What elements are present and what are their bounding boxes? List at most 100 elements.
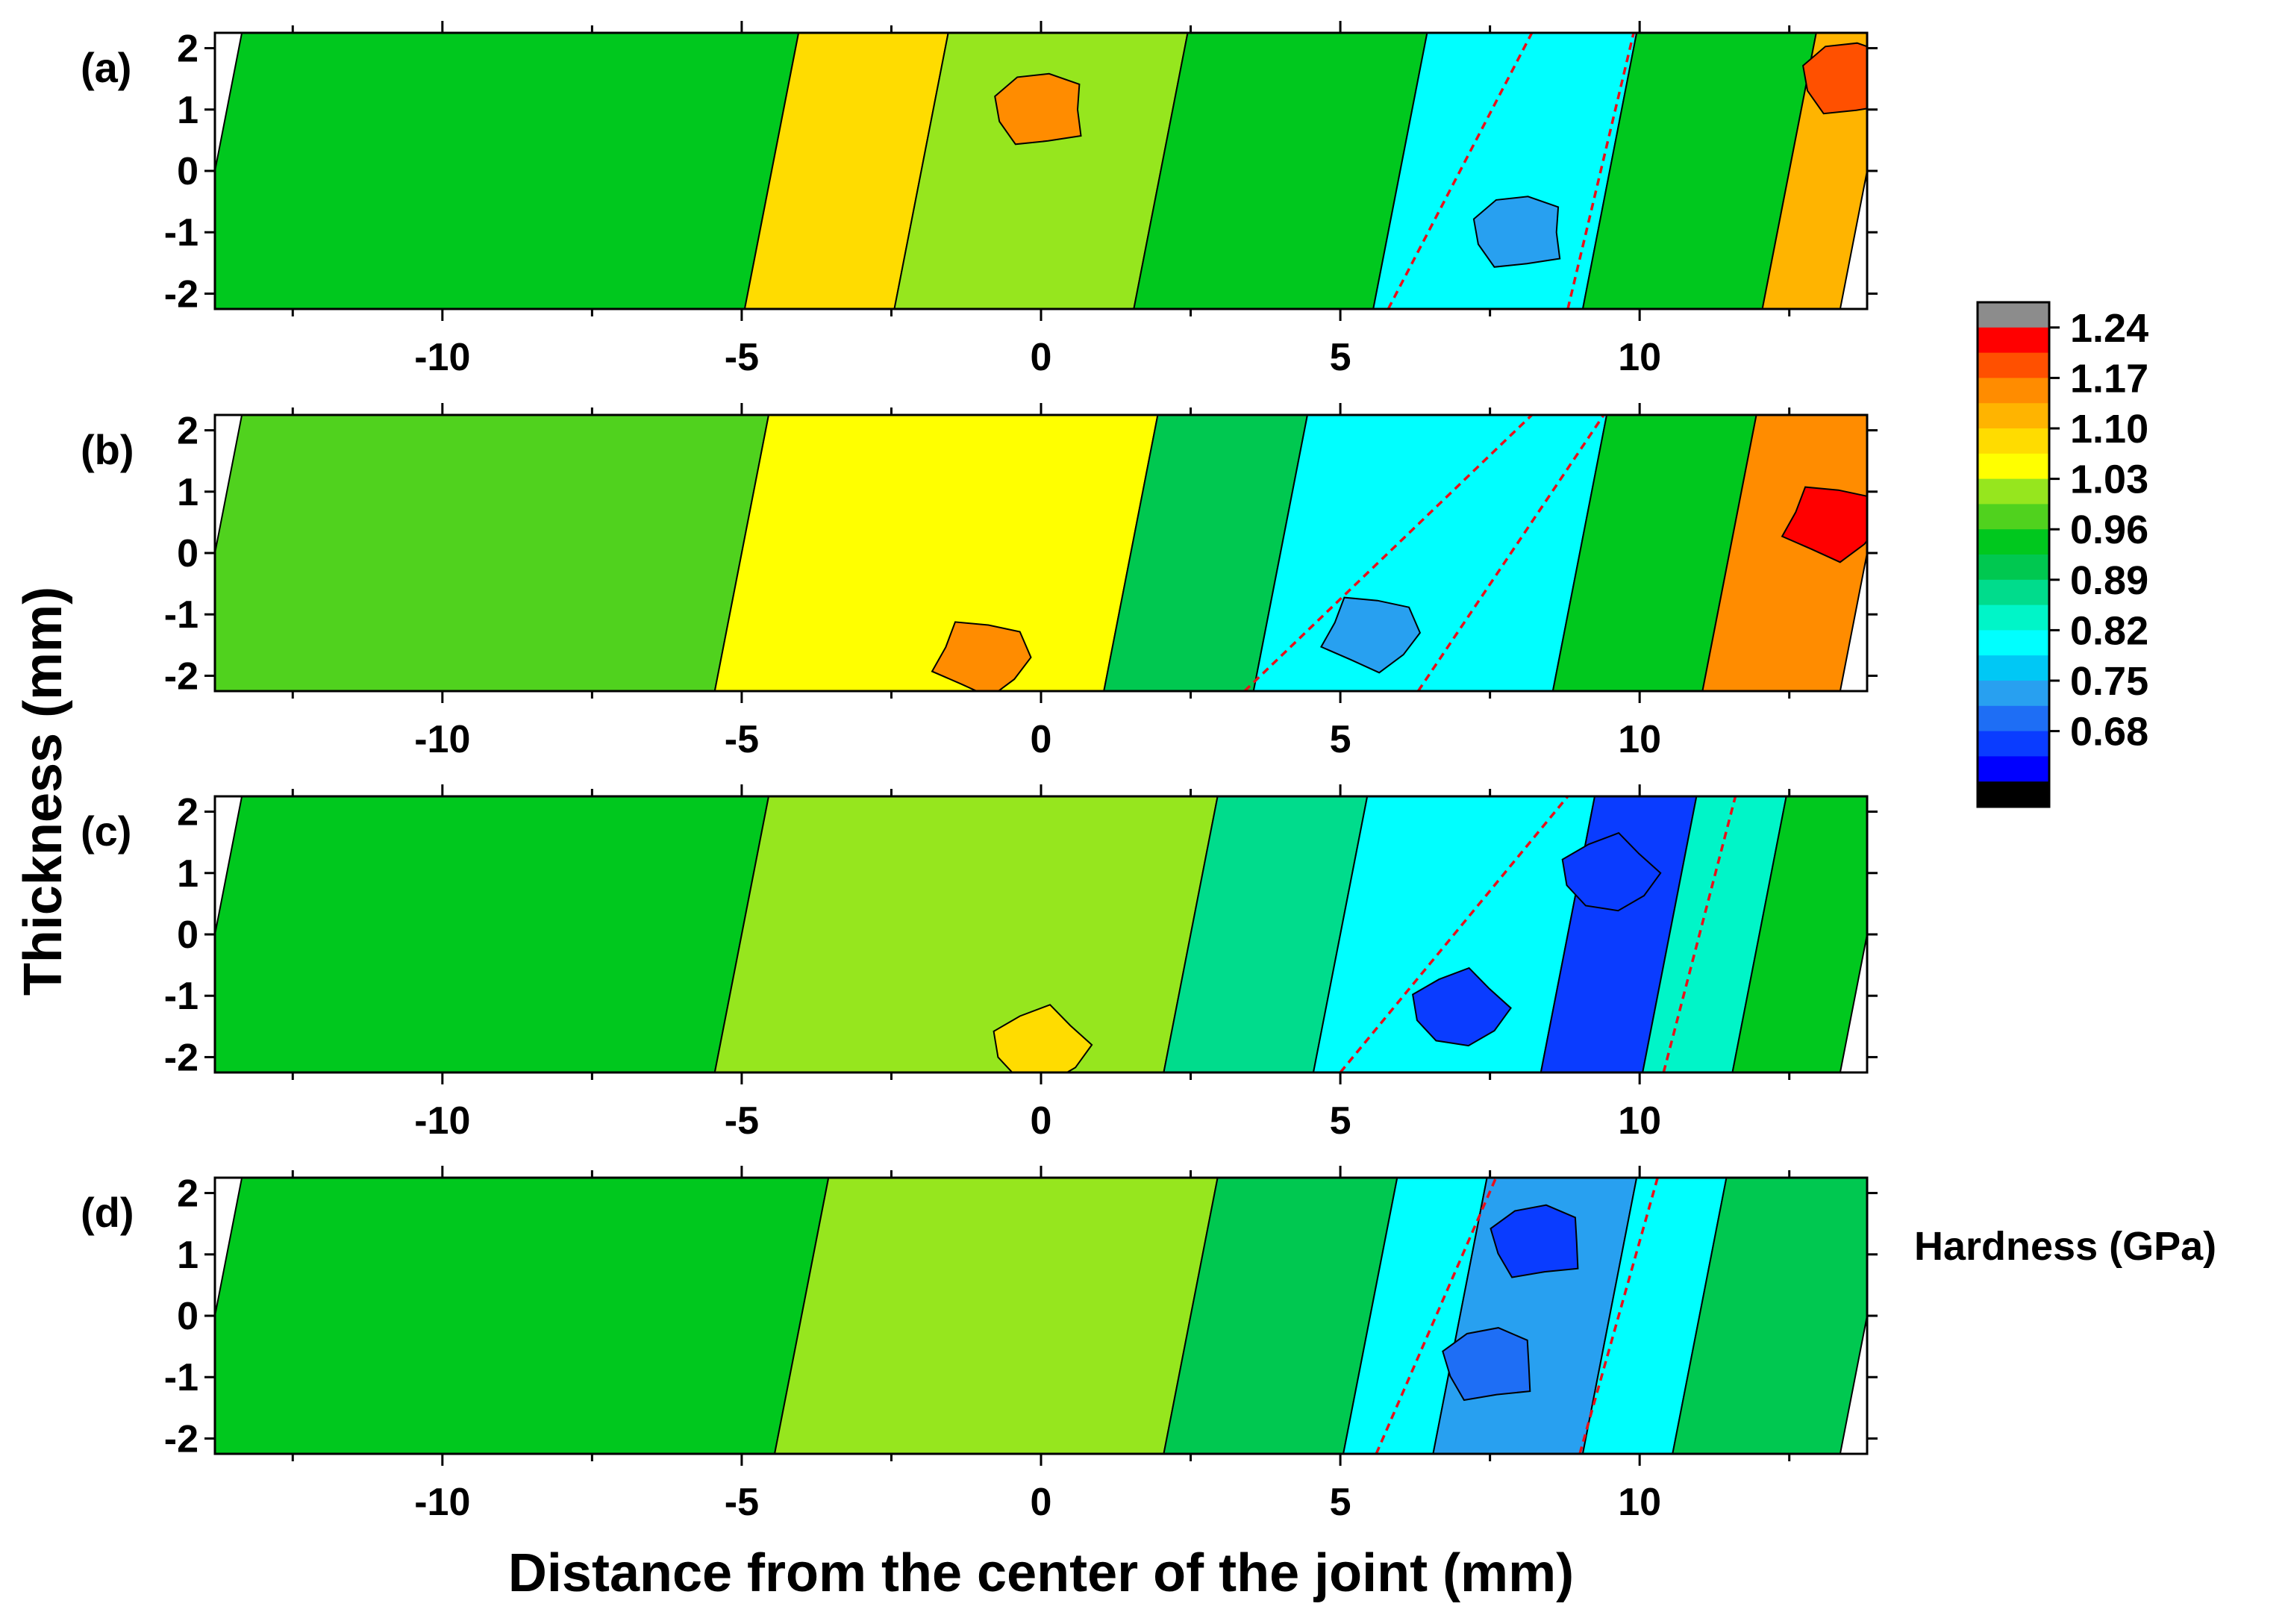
- hardness-zone: [1163, 796, 1369, 1072]
- colorbar-tick-label: 1.24: [2070, 306, 2148, 351]
- boundary-dashed-line: [1387, 33, 1534, 309]
- boundary-dashed-line: [1662, 796, 1737, 1072]
- boundary-dashed-line: [1339, 796, 1569, 1072]
- x-tick-label: 5: [1330, 718, 1351, 761]
- x-tick-label: -5: [725, 1481, 759, 1524]
- hardness-zone: [1252, 415, 1608, 691]
- boundary-dashed-line: [1566, 33, 1635, 309]
- boundary-dashed-line: [1416, 415, 1605, 691]
- hardness-patch: [931, 621, 1032, 691]
- y-tick-label: 1: [177, 852, 199, 896]
- y-tick-label: 1: [177, 89, 199, 132]
- hardness-zone: [713, 796, 1219, 1072]
- hardness-zone: [713, 415, 1159, 691]
- colorbar-swatch: [1978, 555, 2049, 581]
- hardness-zone: [215, 1178, 830, 1454]
- colorbar-swatch: [1978, 655, 2049, 681]
- hardness-zone: [1672, 1178, 1867, 1454]
- hardness-patch: [1802, 42, 1867, 115]
- hardness-patch: [993, 1004, 1093, 1072]
- hardness-patch: [1442, 1327, 1531, 1402]
- y-tick-label: -2: [164, 272, 199, 316]
- colorbar-swatch: [1978, 529, 2049, 555]
- x-tick-label: 10: [1618, 718, 1661, 761]
- panel-label: (d): [81, 1189, 134, 1236]
- hardness-zone: [215, 415, 770, 691]
- colorbar-tick-label: 0.68: [2070, 710, 2148, 755]
- hardness-patch: [1411, 966, 1512, 1047]
- y-tick-label: 1: [177, 471, 199, 514]
- x-tick-label: 10: [1618, 1099, 1661, 1143]
- y-tick-label: 0: [177, 150, 199, 193]
- x-tick-label: 10: [1618, 336, 1661, 379]
- x-tick-label: 5: [1330, 1099, 1351, 1143]
- colorbar: 1.24 1.17 1.10 1.03 0.96 0.89 0.82 0.75 0.68: [1976, 301, 2148, 808]
- y-tick-label: -1: [164, 211, 199, 254]
- hardness-zone: [743, 33, 949, 309]
- panel-a: 210-1-2-10 -5 0 5 10(a): [81, 21, 1878, 379]
- y-tick-label: 2: [177, 1172, 199, 1216]
- boundary-dashed-line: [1578, 1178, 1659, 1454]
- panel-c: 210-1-2-10 -5 0 5 10(c): [81, 784, 1878, 1143]
- colorbar-tick-label: 1.03: [2070, 457, 2148, 502]
- colorbar-swatch: [1978, 705, 2049, 732]
- x-tick-label: 5: [1330, 1481, 1351, 1524]
- colorbar-tick-label: 1.10: [2070, 407, 2148, 452]
- y-tick-label: -1: [164, 593, 199, 637]
- y-tick-label: 2: [177, 791, 199, 834]
- hardness-zone: [1551, 415, 1757, 691]
- x-tick-label: 10: [1618, 1481, 1661, 1524]
- colorbar-frame: [1976, 301, 2051, 808]
- x-tick-label: -5: [725, 336, 759, 379]
- colorbar-swatch: [1978, 756, 2049, 782]
- x-tick-label: -10: [414, 1099, 470, 1143]
- y-tick-label: -2: [164, 1417, 199, 1461]
- panel-label: (a): [81, 44, 131, 91]
- colorbar-swatch: [1978, 403, 2049, 429]
- hardness-zone: [1163, 1178, 1398, 1454]
- y-tick-label: -1: [164, 975, 199, 1018]
- y-tick-label: -2: [164, 655, 199, 698]
- colorbar-swatch: [1978, 378, 2049, 404]
- colorbar-tick-label: 0.82: [2070, 608, 2148, 653]
- hardness-zone: [893, 33, 1189, 309]
- x-tick-label: -5: [725, 718, 759, 761]
- hardness-patch: [1561, 831, 1662, 912]
- y-tick-label: 2: [177, 410, 199, 453]
- x-tick-label: 0: [1031, 1099, 1052, 1143]
- x-tick-label: -10: [414, 718, 470, 761]
- hardness-zone: [1581, 1178, 1728, 1454]
- colorbar-swatch: [1978, 302, 2049, 328]
- contour-field: [215, 1178, 1867, 1454]
- hardness-patch: [1781, 486, 1867, 563]
- colorbar-swatch: [1978, 352, 2049, 378]
- colorbar-swatch: [1978, 630, 2049, 656]
- y-tick-label: 0: [177, 914, 199, 957]
- y-tick-label: 2: [177, 28, 199, 71]
- colorbar-tick-label: 0.89: [2070, 558, 2148, 603]
- hardness-zone: [1133, 33, 1428, 309]
- x-tick-label: 0: [1031, 718, 1052, 761]
- colorbar-tick-label: 0.75: [2070, 659, 2148, 704]
- y-tick-label: -2: [164, 1036, 199, 1079]
- hardness-patch: [1472, 196, 1561, 268]
- contour-field: [215, 33, 1867, 309]
- hardness-patch: [1319, 596, 1422, 674]
- colorbar-swatch: [1978, 579, 2049, 606]
- x-tick-label: 5: [1330, 336, 1351, 379]
- boundary-dashed-line: [1243, 415, 1533, 691]
- hardness-zone: [1103, 415, 1308, 691]
- hardness-zone: [774, 1178, 1219, 1454]
- colorbar-swatch: [1978, 428, 2049, 455]
- y-axis-title: Thickness (mm): [13, 587, 73, 996]
- y-tick-label: 0: [177, 532, 199, 575]
- panel-label: (c): [81, 808, 131, 855]
- panels-group: 210-1-2-10 -5 0 5 10(a)210-1-2-10 -5 0 5 10(b)21…: [81, 21, 1878, 1524]
- colorbar-swatch: [1978, 327, 2049, 354]
- hardness-zone: [1343, 1178, 1488, 1454]
- hardness-zone: [215, 796, 770, 1072]
- colorbar-swatch: [1978, 731, 2049, 757]
- colorbar-swatch: [1978, 478, 2049, 505]
- panel-b: 210-1-2-10 -5 0 5 10(b): [81, 403, 1878, 761]
